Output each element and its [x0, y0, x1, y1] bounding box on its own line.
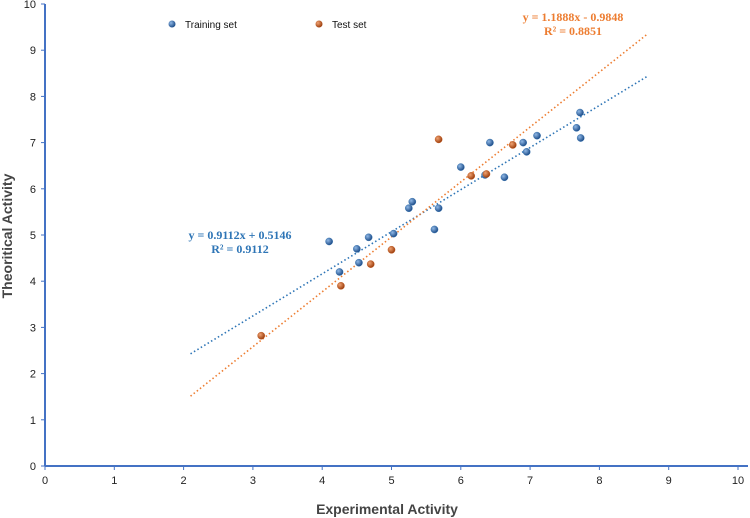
data-points — [257, 108, 585, 340]
training-point — [408, 197, 417, 206]
y-tick-label: 3 — [30, 322, 36, 334]
training-point — [353, 245, 361, 253]
training-point — [522, 148, 531, 156]
training-point — [405, 204, 413, 213]
test-point — [366, 260, 375, 268]
x-tick-label: 7 — [527, 475, 533, 487]
training-point — [576, 134, 585, 142]
test-point — [257, 331, 266, 340]
y-tick-label: 6 — [30, 184, 36, 196]
x-tick-label: 9 — [666, 475, 672, 487]
legend-label-test: Test set — [332, 20, 367, 31]
training-point — [500, 173, 509, 182]
legend: Training set Test set — [168, 20, 367, 31]
training-point — [335, 268, 344, 276]
test-point — [508, 141, 517, 149]
training-point — [434, 204, 443, 213]
training-equation: y = 0.9112x + 0.5146 — [188, 228, 291, 242]
training-point — [456, 163, 465, 171]
y-tick-label: 7 — [30, 138, 36, 150]
y-tick-label: 5 — [30, 230, 36, 242]
test-trendline-annotation: y = 1.1888x - 0.9848 R² = 0.8851 — [523, 10, 624, 38]
training-point — [533, 131, 541, 140]
y-tick-label: 2 — [30, 369, 36, 381]
x-axis-title: Experimental Activity — [316, 501, 458, 517]
training-point — [576, 108, 584, 117]
training-trendline — [190, 75, 649, 355]
trendlines — [190, 33, 649, 397]
y-tick-label: 10 — [24, 0, 36, 11]
legend-marker-training — [168, 20, 176, 28]
training-point — [355, 258, 363, 267]
training-point — [519, 138, 527, 147]
y-tick-label: 1 — [30, 415, 36, 427]
training-point — [389, 229, 398, 238]
x-tick-label: 3 — [250, 475, 256, 487]
test-point — [467, 172, 475, 180]
training-r-squared: R² = 0.9112 — [211, 242, 268, 256]
legend-marker-test — [315, 20, 323, 28]
training-point — [364, 233, 373, 242]
training-trendline-annotation: y = 0.9112x + 0.5146 R² = 0.9112 — [188, 228, 291, 256]
y-tick-label: 9 — [30, 45, 36, 57]
training-point — [430, 225, 439, 234]
test-point — [482, 170, 491, 178]
x-tick-label: 8 — [596, 475, 602, 487]
x-tick-label: 0 — [42, 475, 48, 487]
legend-label-training: Training set — [185, 20, 237, 31]
test-point — [434, 135, 443, 144]
training-point — [486, 138, 494, 147]
y-tick-label: 0 — [30, 461, 36, 473]
test-point — [337, 282, 345, 290]
y-tick-label: 4 — [30, 276, 36, 288]
x-tick-label: 1 — [111, 475, 117, 487]
test-trendline — [190, 33, 649, 397]
y-tick-label: 8 — [30, 91, 36, 103]
training-point — [325, 237, 333, 246]
axes: 0 1 2 3 4 5 6 7 8 9 10 0 1 2 3 4 5 6 7 8 9 10 — [24, 0, 748, 487]
y-axis-title: Theoritical Activity — [0, 173, 15, 298]
x-tick-label: 2 — [181, 475, 187, 487]
test-point — [387, 245, 396, 254]
test-r-squared: R² = 0.8851 — [544, 24, 602, 38]
test-equation: y = 1.1888x - 0.9848 — [523, 10, 624, 24]
x-tick-label: 4 — [319, 475, 325, 487]
x-tick-label: 6 — [458, 475, 464, 487]
x-tick-label: 10 — [732, 475, 744, 487]
training-point — [572, 124, 581, 132]
x-tick-label: 5 — [388, 475, 394, 487]
